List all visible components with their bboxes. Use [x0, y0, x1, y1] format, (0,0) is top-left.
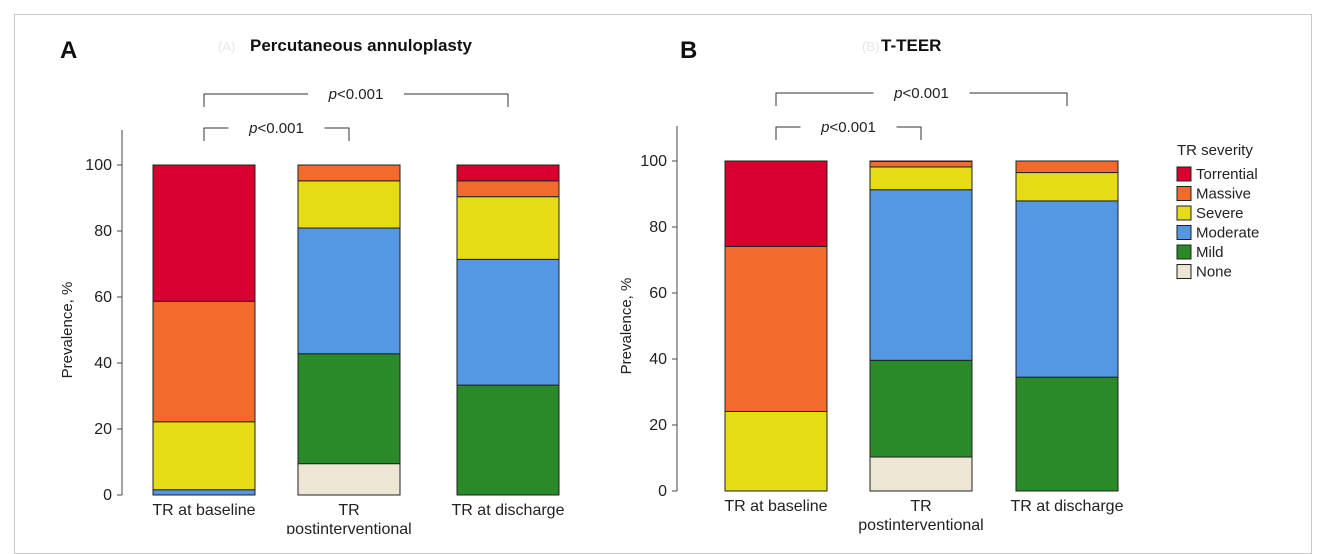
legend-label-massive: Massive — [1196, 186, 1251, 203]
p-value-label: p<0.001 — [820, 119, 876, 136]
bar-segment-mild — [870, 360, 972, 457]
legend-swatch-none — [1177, 265, 1191, 279]
bar-segment-severe — [725, 411, 827, 491]
comparison-bracket-left — [776, 93, 874, 106]
comparison-bracket-left — [776, 127, 801, 140]
y-axis-label: Prevalence, % — [59, 282, 76, 379]
legend-label-mild: Mild — [1196, 244, 1224, 261]
bar-segment-mild — [298, 354, 400, 464]
legend-label-moderate: Moderate — [1196, 225, 1259, 242]
comparison-bracket-right — [404, 94, 508, 107]
legend-swatch-torrential — [1177, 167, 1191, 181]
panel-ghost-label: (A) — [218, 39, 235, 54]
bar-segment-none — [870, 457, 972, 491]
bar-segment-moderate — [298, 228, 400, 354]
comparison-bracket-right — [970, 93, 1068, 106]
y-tick-label: 20 — [649, 417, 667, 434]
x-tick-label: TR at baseline — [724, 498, 827, 515]
figure-canvas: A (A) Percutaneous annuloplasty 0 20 40 60 80 10… — [0, 0, 1328, 534]
legend-swatch-massive — [1177, 187, 1191, 201]
y-tick-label: 20 — [94, 421, 112, 438]
y-axis-label: Prevalence, % — [618, 278, 635, 375]
y-tick-label: 60 — [94, 289, 112, 306]
comparison-bracket-left — [204, 128, 229, 141]
comparison-bracket-right — [897, 127, 922, 140]
bar-segment-torrential — [725, 161, 827, 246]
bar-segment-moderate — [870, 190, 972, 361]
y-tick-label: 100 — [640, 153, 667, 170]
bar-segment-moderate — [1016, 201, 1118, 377]
legend-title: TR severity — [1177, 142, 1253, 159]
y-tick-label: 0 — [658, 483, 667, 500]
bar-segment-severe — [457, 197, 559, 260]
legend-label-torrential: Torrential — [1196, 166, 1258, 183]
bar-segment-massive — [457, 181, 559, 197]
y-tick-label: 80 — [94, 223, 112, 240]
y-tick-label: 0 — [103, 487, 112, 504]
y-tick-label: 100 — [85, 157, 112, 174]
legend-label-none: None — [1196, 264, 1232, 281]
bar-segment-mild — [457, 385, 559, 495]
chart-title: Percutaneous annuloplasty — [250, 36, 473, 55]
legend-swatch-severe — [1177, 206, 1191, 220]
bar-segment-massive — [725, 246, 827, 411]
bar-segment-massive — [153, 301, 255, 421]
legend-swatch-mild — [1177, 245, 1191, 259]
bar-segment-severe — [298, 181, 400, 228]
y-tick-label: 60 — [649, 285, 667, 302]
chart-panel-a: A (A) Percutaneous annuloplasty 0 20 40 60 80 10… — [59, 36, 565, 534]
x-tick-label: TR at discharge — [452, 502, 565, 519]
bar-segment-massive — [870, 161, 972, 167]
comparison-bracket-right — [325, 128, 350, 141]
legend: TR severity Torrential Massive Severe Modera… — [1177, 142, 1259, 281]
y-tick-label: 40 — [649, 351, 667, 368]
bar-segment-severe — [870, 167, 972, 190]
chart-panel-b: B (B)T-TEER 0 20 40 60 80 100 Prevalence, % TR at… — [618, 36, 1124, 534]
p-value-label: p<0.001 — [248, 120, 304, 137]
x-tick-label: TR at discharge — [1011, 498, 1124, 515]
bar-segment-massive — [298, 165, 400, 181]
p-value-label: p<0.001 — [893, 85, 949, 102]
bar-segment-none — [298, 464, 400, 495]
bar-segment-moderate — [153, 490, 255, 495]
x-tick-label: postinterventional — [858, 517, 983, 534]
bar-segment-torrential — [457, 165, 559, 181]
bar-segment-massive — [1016, 161, 1118, 173]
p-value-label: p<0.001 — [328, 86, 384, 103]
panel-ghost-label: (B) — [862, 39, 879, 54]
legend-swatch-moderate — [1177, 226, 1191, 240]
legend-label-severe: Severe — [1196, 205, 1244, 222]
bar-segment-moderate — [457, 259, 559, 385]
panel-letter: A — [60, 37, 77, 64]
panel-letter: B — [680, 37, 697, 64]
bar-segment-severe — [153, 422, 255, 490]
y-tick-label: 40 — [94, 355, 112, 372]
chart-title: T-TEER — [881, 36, 941, 55]
bar-segment-severe — [1016, 173, 1118, 201]
x-tick-label: TR — [338, 502, 359, 519]
x-tick-label: TR at baseline — [152, 502, 255, 519]
y-tick-label: 80 — [649, 219, 667, 236]
x-tick-label: TR — [910, 498, 931, 515]
comparison-bracket-left — [204, 94, 308, 107]
bar-segment-torrential — [153, 165, 255, 301]
bar-segment-mild — [1016, 377, 1118, 491]
x-tick-label: postinterventional — [286, 521, 411, 534]
